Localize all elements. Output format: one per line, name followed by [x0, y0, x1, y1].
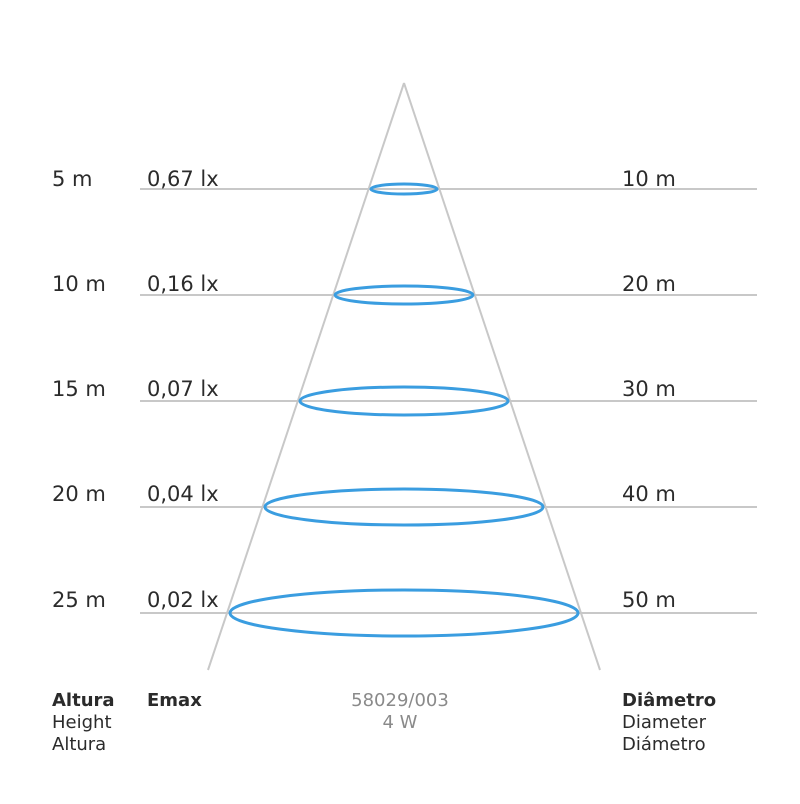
- diameter-label-5: 50 m: [622, 588, 676, 612]
- diameter-legend-en: Diameter: [622, 712, 707, 733]
- beam-ring-1: [369, 182, 439, 196]
- height-label-2: 10 m: [52, 272, 106, 296]
- emax-legend-label: Emax: [147, 690, 202, 711]
- beam-ring-3: [298, 385, 510, 417]
- height-label-3: 15 m: [52, 377, 106, 401]
- diameter-legend: Diâmetro Diameter Diámetro: [622, 690, 716, 756]
- emax-label-2: 0,16 lx: [147, 272, 219, 296]
- diameter-label-1: 10 m: [622, 167, 676, 191]
- height-legend-pt: Altura: [52, 690, 115, 711]
- emax-legend: Emax: [147, 690, 202, 712]
- height-legend: Altura Height Altura: [52, 690, 115, 756]
- height-label-5: 25 m: [52, 588, 106, 612]
- cone-left-edge: [207, 82, 405, 671]
- beam-ring-5: [228, 588, 580, 638]
- diameter-legend-pt: Diâmetro: [622, 690, 717, 711]
- emax-label-5: 0,02 lx: [147, 588, 219, 612]
- product-caption: 58029/003 4 W: [300, 690, 500, 734]
- emax-label-3: 0,07 lx: [147, 377, 219, 401]
- beam-ring-2: [333, 284, 475, 306]
- height-legend-es: Altura: [52, 734, 107, 755]
- diameter-label-3: 30 m: [622, 377, 676, 401]
- diameter-legend-es: Diámetro: [622, 734, 706, 755]
- product-power: 4 W: [382, 712, 418, 733]
- cone-right-edge: [403, 82, 601, 671]
- beam-ring-4: [263, 487, 545, 527]
- height-label-4: 20 m: [52, 482, 106, 506]
- product-code: 58029/003: [351, 690, 449, 711]
- height-legend-en: Height: [52, 712, 112, 733]
- emax-label-4: 0,04 lx: [147, 482, 219, 506]
- height-label-1: 5 m: [52, 167, 93, 191]
- emax-label-1: 0,67 lx: [147, 167, 219, 191]
- diameter-label-4: 40 m: [622, 482, 676, 506]
- diameter-label-2: 20 m: [622, 272, 676, 296]
